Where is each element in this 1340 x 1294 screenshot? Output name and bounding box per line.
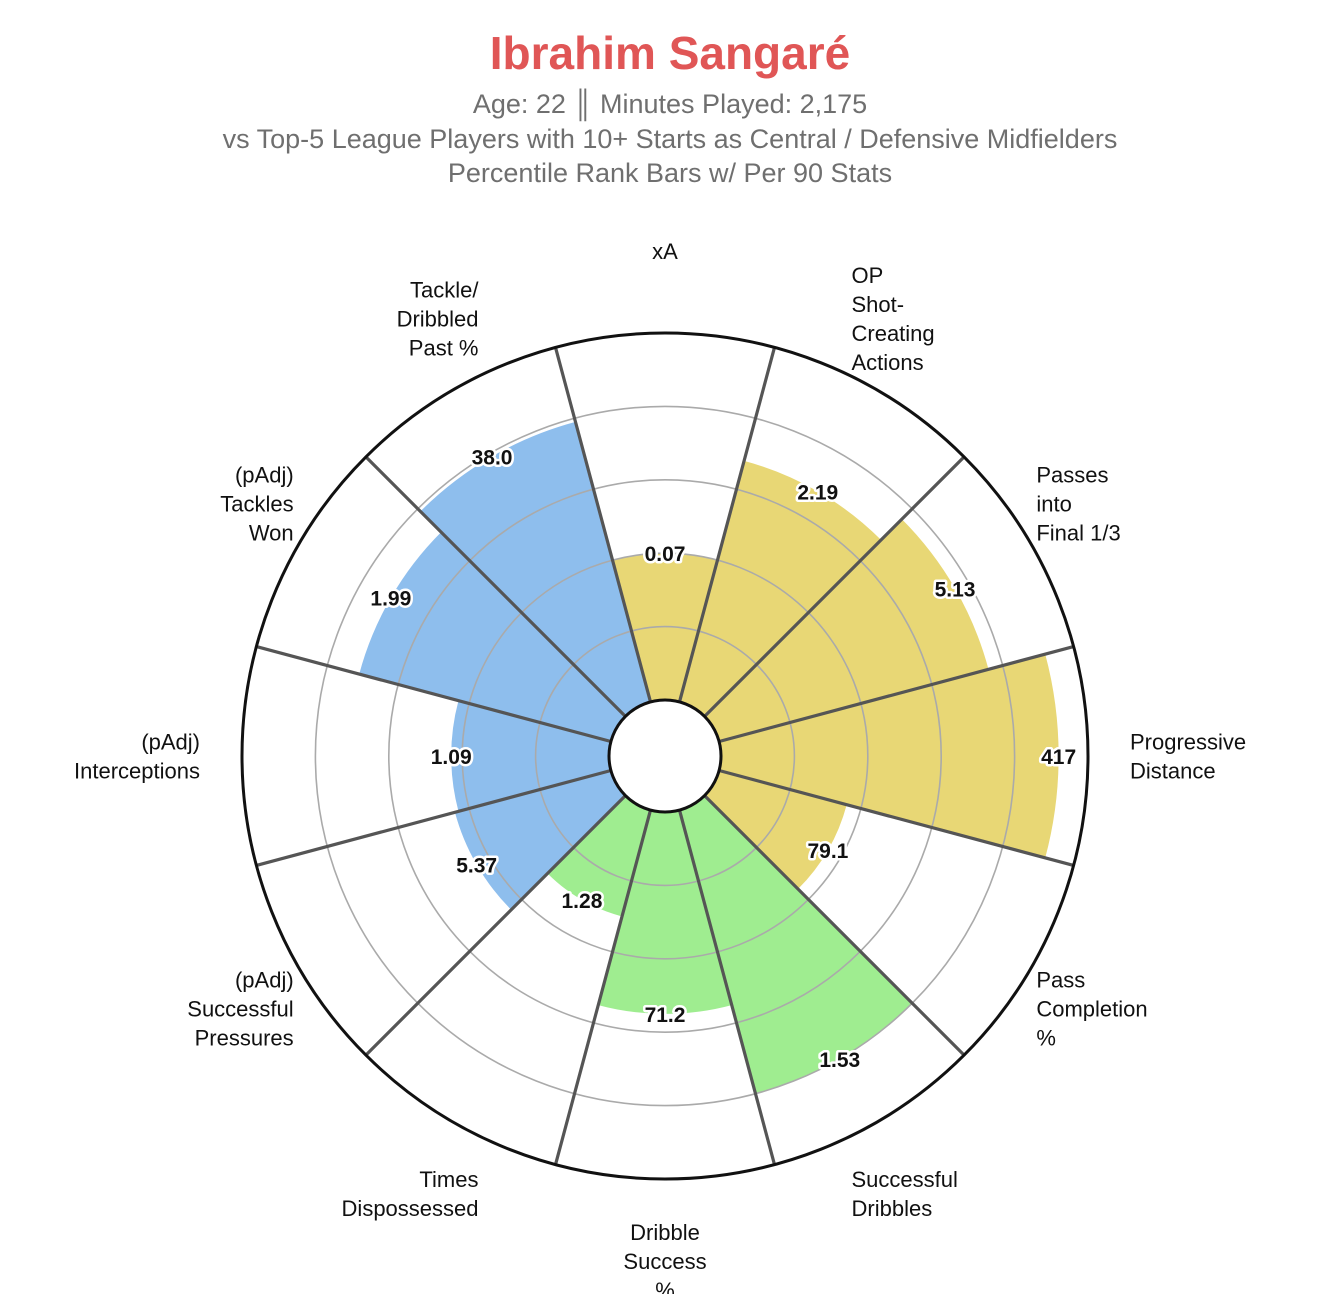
grid-ring-80	[314, 405, 1016, 1107]
value-label-tackle-dribbled-past: 38.0	[472, 446, 513, 469]
divider-line	[703, 455, 966, 718]
category-label-passes-into-final-1-3: Passes into Final 1/3	[1036, 463, 1120, 546]
bar-dribble-success	[598, 810, 732, 1014]
player-info-subtitle: Age: 22 ║ Minutes Played: 2,175	[472, 89, 868, 119]
divider-line	[553, 346, 653, 703]
grid-ring-20	[534, 625, 796, 887]
value-label-pass-completion: 79.1	[807, 840, 848, 863]
category-label-successful-dribbles: Successful Dribbles	[852, 1167, 958, 1221]
category-label-padj-successful-pressures: (pAdj) Successful Pressures	[187, 968, 293, 1051]
bar-padj-interceptions	[451, 700, 611, 812]
bar-tackle-dribbled-past	[420, 421, 651, 717]
divider-line	[255, 644, 612, 744]
value-label-padj-interceptions: 1.09	[431, 746, 472, 769]
category-label-progressive-distance: Progressive Distance	[1130, 730, 1246, 784]
bar-padj-successful-pressures	[454, 770, 626, 910]
divider-line	[364, 455, 627, 718]
value-label-padj-successful-pressures: 5.37	[456, 855, 497, 878]
divider-line	[677, 809, 777, 1166]
value-label-successful-dribbles: 1.53	[819, 1049, 860, 1072]
ring-layer	[314, 405, 1016, 1107]
category-label-xa: xA	[652, 239, 678, 264]
value-label-times-dispossessed: 1.28	[562, 890, 603, 913]
category-label-op-shot-creating-actions: OP Shot-Creating Actions	[852, 263, 935, 375]
bar-passes-into-final-1-3	[704, 519, 989, 742]
outer-circle	[240, 331, 1090, 1181]
value-label-passes-into-final-1-3: 5.13	[935, 579, 976, 602]
divider-line	[703, 794, 966, 1057]
divider-line	[255, 768, 612, 868]
category-label-layer: xA OP Shot-Creating Actions Passes into Final …	[74, 239, 1246, 1294]
grid-ring-60	[387, 478, 943, 1034]
comparison-subtitle: vs Top-5 League Players with 10+ Starts …	[222, 124, 1118, 154]
category-label-padj-tackles-won: (pAdj) Tackles Won	[220, 463, 293, 546]
value-label-dribble-success: 71.2	[645, 1004, 686, 1027]
bar-progressive-distance	[719, 654, 1059, 858]
value-label-progressive-distance: 417	[1041, 746, 1076, 769]
bar-layer	[359, 421, 1059, 1094]
grid-ring-40	[461, 552, 869, 960]
value-label-padj-tackles-won: 1.99	[370, 588, 411, 611]
category-label-tackle-dribbled-past: Tackle/Dribbled Past %	[397, 278, 480, 361]
bar-xa	[612, 553, 718, 702]
divider-line	[553, 809, 653, 1166]
category-label-dribble-success: Dribble Success%	[623, 1220, 706, 1294]
category-label-pass-completion: Pass Completion%	[1036, 968, 1147, 1051]
divider-line	[364, 794, 627, 1057]
bar-pass-completion	[704, 770, 847, 890]
value-label-layer: 0.07 2.19 5.13 417 79.1 1.53 71.2 1.28 5.37 1.09 1…	[368, 444, 1079, 1074]
value-label-op-shot-creating-actions: 2.19	[797, 481, 838, 504]
divider-line	[677, 346, 777, 703]
divider-line	[718, 644, 1075, 744]
chart-title: Ibrahim Sangaré	[489, 27, 851, 79]
outer-circle-layer	[240, 331, 1090, 1181]
value-label-xa: 0.07	[645, 543, 686, 566]
center-circle	[607, 698, 723, 814]
divider-line	[718, 768, 1075, 868]
category-label-padj-interceptions: (pAdj) Interceptions	[74, 730, 200, 784]
divider-layer	[255, 346, 1075, 1166]
bar-successful-dribbles	[679, 795, 913, 1094]
bar-times-dispossessed	[547, 795, 651, 917]
method-subtitle: Percentile Rank Bars w/ Per 90 Stats	[447, 158, 893, 188]
category-label-times-dispossessed: Times Dispossessed	[342, 1167, 479, 1221]
bar-padj-tackles-won	[359, 532, 626, 742]
